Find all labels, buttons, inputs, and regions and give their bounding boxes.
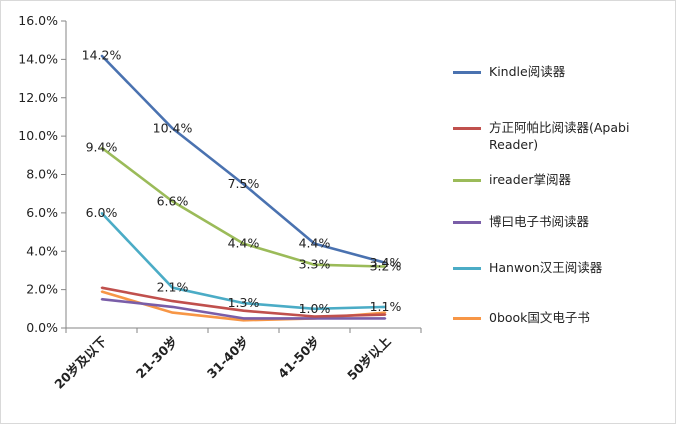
data-label: 14.2% — [82, 48, 122, 63]
data-point — [100, 212, 103, 214]
data-point — [384, 306, 387, 308]
data-point — [171, 200, 174, 203]
data-point — [384, 265, 387, 268]
data-label: 4.4% — [228, 236, 260, 251]
y-tick-label: 8.0% — [26, 167, 58, 182]
legend-label: 方正阿帕比阅读器(Apabi Reader) — [489, 120, 630, 152]
data-point — [171, 311, 174, 314]
legend-swatch — [453, 221, 481, 224]
legend-label: Hanwon汉王阅读器 — [489, 260, 603, 275]
series-line — [100, 54, 386, 265]
data-point — [100, 146, 103, 149]
data-label: 10.4% — [153, 120, 193, 135]
data-point — [242, 309, 245, 312]
data-label: 1.0% — [299, 301, 331, 316]
data-point — [242, 302, 245, 304]
data-point — [171, 127, 174, 130]
y-tick-label: 12.0% — [18, 90, 58, 105]
data-point — [313, 308, 316, 310]
data-label: 7.5% — [228, 176, 260, 191]
data-point — [100, 290, 103, 293]
legend-swatch — [453, 71, 481, 74]
x-tick-label: 31-40岁 — [204, 334, 252, 382]
data-point — [100, 54, 103, 57]
data-point — [242, 319, 245, 322]
data-point — [100, 298, 103, 301]
legend-label: 0book国文电子书 — [489, 310, 590, 325]
data-point — [384, 311, 387, 314]
y-tick-label: 14.0% — [18, 51, 58, 66]
data-point — [242, 242, 245, 245]
x-tick-label: 20岁及以下 — [51, 333, 110, 392]
x-tick-label: 21-30岁 — [133, 334, 181, 382]
data-label: 3.3% — [299, 257, 331, 272]
y-tick-label: 2.0% — [26, 282, 58, 297]
data-label: 6.6% — [157, 193, 189, 208]
legend-swatch — [453, 179, 481, 182]
data-point — [242, 317, 245, 320]
data-point — [242, 183, 245, 185]
y-tick-label: 6.0% — [26, 205, 58, 220]
data-label: 1.1% — [370, 299, 402, 314]
legend-swatch — [453, 267, 481, 270]
y-tick-label: 4.0% — [26, 243, 58, 258]
data-point — [313, 242, 316, 245]
data-label: 2.1% — [157, 280, 189, 295]
data-label: 4.4% — [299, 236, 331, 251]
data-label: 1.3% — [228, 295, 260, 310]
data-point — [100, 286, 103, 289]
legend-label: Kindle阅读器 — [489, 64, 566, 79]
legend-label: ireader掌阅器 — [489, 172, 571, 187]
data-point — [171, 300, 174, 302]
y-tick-label: 16.0% — [18, 13, 58, 28]
y-tick-label: 10.0% — [18, 128, 58, 143]
data-label: 3.4% — [370, 255, 402, 270]
data-point — [384, 313, 387, 316]
data-point — [384, 261, 387, 264]
legend-label: 博曰电子书阅读器 — [489, 214, 590, 229]
data-point — [171, 286, 174, 289]
data-point — [313, 263, 316, 266]
y-tick-label: 0.0% — [26, 320, 58, 335]
x-tick-label: 50岁以上 — [344, 333, 394, 383]
legend-swatch — [453, 317, 481, 320]
x-tick-label: 41-50岁 — [275, 334, 323, 382]
legend-swatch — [453, 127, 481, 130]
data-point — [171, 306, 174, 308]
data-label: 6.0% — [86, 205, 118, 220]
data-point — [384, 317, 387, 320]
data-point — [313, 317, 316, 320]
data-label: 9.4% — [86, 140, 118, 155]
data-point — [313, 315, 316, 318]
data-label: 3.2% — [370, 259, 402, 274]
